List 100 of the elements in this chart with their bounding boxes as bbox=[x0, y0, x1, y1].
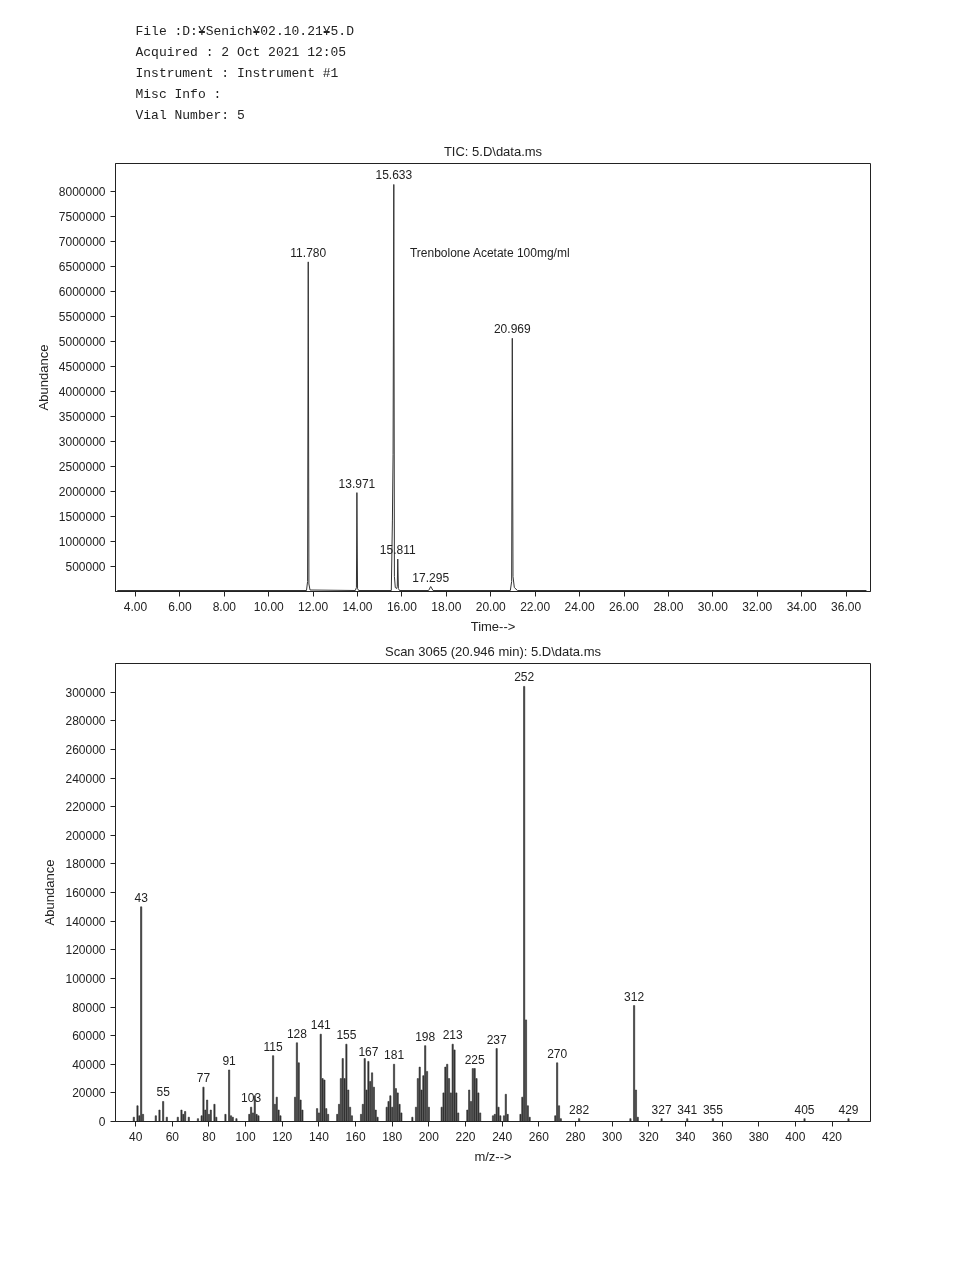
x-tick-label: 6.00 bbox=[168, 599, 192, 614]
x-tick-label: 320 bbox=[638, 1129, 660, 1144]
text: Misc Info : bbox=[135, 87, 222, 103]
chart-title: Scan 3065 (20.946 min): 5.D\data.ms bbox=[384, 643, 602, 659]
y-axis-title: Abundance bbox=[35, 344, 51, 411]
x-tick-label: 120 bbox=[272, 1129, 293, 1144]
annotation: 91 bbox=[222, 1053, 237, 1068]
text: File :D:¥Senich¥02.10.21¥5.D bbox=[135, 23, 355, 39]
annotation: 213 bbox=[442, 1028, 464, 1043]
annotation: 20.969 bbox=[493, 322, 531, 337]
annotation: 77 bbox=[196, 1071, 211, 1086]
y-tick-label: 180000 bbox=[65, 857, 106, 872]
y-tick-label: 6500000 bbox=[58, 260, 106, 275]
annotation: 181 bbox=[384, 1048, 405, 1063]
annotation: 312 bbox=[624, 989, 645, 1004]
y-tick-label: 0 bbox=[98, 1115, 106, 1129]
annotation: 55 bbox=[156, 1085, 171, 1100]
y-tick-label: 200000 bbox=[65, 828, 106, 843]
x-tick-label: 220 bbox=[455, 1129, 476, 1144]
annotation: 17.295 bbox=[412, 570, 450, 585]
text: Instrument : Instrument #1 bbox=[135, 66, 339, 81]
annotation: 341 bbox=[677, 1102, 698, 1117]
x-tick-label: 80 bbox=[202, 1129, 216, 1144]
annotation: 405 bbox=[794, 1102, 815, 1117]
y-tick-label: 2500000 bbox=[58, 460, 106, 475]
y-tick-label: 7500000 bbox=[58, 210, 106, 225]
x-tick-label: 360 bbox=[712, 1129, 733, 1144]
y-tick-label: 5000000 bbox=[58, 335, 106, 350]
annotation: 128 bbox=[286, 1026, 308, 1041]
y-tick-label: 60000 bbox=[72, 1029, 106, 1044]
x-tick-label: 18.00 bbox=[431, 599, 462, 614]
annotation: 155 bbox=[336, 1028, 357, 1043]
y-tick-label: 3000000 bbox=[58, 435, 106, 450]
y-tick-label: 2000000 bbox=[58, 485, 106, 500]
x-tick-label: 24.00 bbox=[564, 599, 595, 614]
y-tick-label: 1000000 bbox=[58, 535, 106, 550]
x-tick-label: 36.00 bbox=[831, 599, 862, 614]
annotation: 237 bbox=[486, 1032, 507, 1047]
y-tick-label: 240000 bbox=[65, 771, 106, 786]
y-tick-label: 140000 bbox=[65, 914, 106, 929]
y-tick-label: 40000 bbox=[72, 1057, 106, 1072]
annotation: Trenbolone Acetate 100mg/ml bbox=[409, 246, 570, 261]
x-tick-label: 240 bbox=[492, 1129, 513, 1144]
x-tick-label: 12.00 bbox=[298, 599, 329, 614]
y-tick-label: 100000 bbox=[65, 971, 106, 986]
x-tick-label: 40 bbox=[128, 1129, 143, 1144]
annotation: 429 bbox=[838, 1102, 859, 1117]
y-tick-label: 260000 bbox=[65, 742, 106, 757]
y-tick-label: 80000 bbox=[72, 1000, 106, 1015]
x-tick-label: 180 bbox=[382, 1129, 403, 1144]
annotation: 282 bbox=[569, 1102, 590, 1117]
annotation: 11.780 bbox=[290, 245, 327, 260]
y-tick-label: 3500000 bbox=[58, 410, 106, 425]
x-tick-label: 140 bbox=[308, 1129, 330, 1144]
y-tick-label: 8000000 bbox=[58, 185, 106, 200]
x-tick-label: 14.00 bbox=[342, 599, 373, 614]
x-axis-title: m/z--> bbox=[474, 1148, 512, 1164]
annotation: 198 bbox=[415, 1029, 436, 1044]
y-tick-label: 6000000 bbox=[58, 285, 106, 300]
annotation: 167 bbox=[358, 1045, 379, 1060]
x-tick-label: 26.00 bbox=[609, 599, 640, 614]
x-tick-label: 32.00 bbox=[742, 599, 773, 614]
y-tick-label: 120000 bbox=[65, 943, 106, 958]
annotation: 225 bbox=[464, 1052, 486, 1067]
annotation: 15.633 bbox=[375, 168, 413, 183]
x-tick-label: 16.00 bbox=[386, 599, 418, 614]
x-axis-title: Time--> bbox=[470, 618, 516, 634]
y-tick-label: 220000 bbox=[65, 800, 106, 815]
x-tick-label: 30.00 bbox=[697, 599, 729, 614]
annotation: 327 bbox=[651, 1102, 672, 1117]
x-tick-label: 22.00 bbox=[520, 599, 551, 614]
x-tick-label: 34.00 bbox=[786, 599, 817, 614]
x-tick-label: 400 bbox=[785, 1129, 806, 1144]
x-tick-label: 420 bbox=[822, 1129, 843, 1144]
annotation: 141 bbox=[310, 1018, 332, 1033]
y-tick-label: 300000 bbox=[65, 685, 106, 700]
x-tick-label: 4.00 bbox=[123, 599, 148, 614]
text: Acquired : 2 Oct 2021 12:05 bbox=[135, 44, 347, 60]
annotation: 13.971 bbox=[338, 476, 376, 491]
y-tick-label: 1500000 bbox=[58, 510, 106, 525]
x-tick-label: 280 bbox=[565, 1129, 586, 1144]
y-tick-label: 280000 bbox=[65, 714, 106, 729]
x-tick-label: 200 bbox=[418, 1129, 440, 1144]
x-tick-label: 28.00 bbox=[653, 599, 684, 614]
x-tick-label: 300 bbox=[602, 1129, 623, 1144]
y-axis-title: Abundance bbox=[42, 859, 58, 926]
annotation: 252 bbox=[514, 670, 535, 685]
y-tick-label: 4500000 bbox=[58, 360, 106, 375]
annotation: 103 bbox=[241, 1091, 262, 1106]
y-tick-label: 20000 bbox=[72, 1086, 106, 1101]
y-tick-label: 500000 bbox=[65, 560, 106, 575]
y-tick-label: 7000000 bbox=[58, 235, 106, 250]
annotation: 43 bbox=[134, 890, 149, 905]
x-tick-label: 100 bbox=[235, 1129, 256, 1144]
x-tick-label: 60 bbox=[165, 1129, 180, 1144]
x-tick-label: 380 bbox=[748, 1129, 770, 1144]
x-tick-label: 260 bbox=[528, 1129, 550, 1144]
annotation: 270 bbox=[547, 1046, 568, 1061]
x-tick-label: 340 bbox=[675, 1129, 696, 1144]
x-tick-label: 8.00 bbox=[212, 599, 237, 614]
